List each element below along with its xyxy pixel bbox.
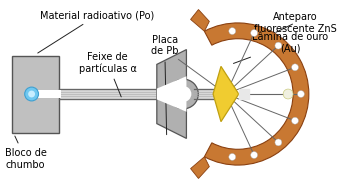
Circle shape [28,91,35,98]
Polygon shape [191,157,209,178]
Text: Material radioativo (Po): Material radioativo (Po) [38,10,155,53]
Wedge shape [204,23,309,165]
Text: Bloco de
chumbo: Bloco de chumbo [5,136,47,170]
Circle shape [229,28,236,35]
Polygon shape [157,76,187,112]
Polygon shape [191,9,209,31]
Circle shape [251,29,258,36]
Text: Anteparo
fluorescente ZnS: Anteparo fluorescente ZnS [254,12,336,34]
Circle shape [275,139,282,146]
Circle shape [25,87,38,101]
Circle shape [176,86,191,102]
Polygon shape [213,66,239,122]
Bar [38,90,62,98]
Circle shape [275,42,282,49]
Circle shape [229,153,236,160]
Bar [12,56,59,132]
Polygon shape [157,50,187,138]
Circle shape [169,79,198,109]
Circle shape [292,64,299,71]
Circle shape [292,117,299,124]
Circle shape [298,91,304,98]
Text: Placa
de Pb: Placa de Pb [151,35,178,135]
Text: Lâmina de ouro
(Au): Lâmina de ouro (Au) [233,32,328,64]
Text: Feixe de
partículas α: Feixe de partículas α [78,52,136,97]
Circle shape [283,89,293,99]
Circle shape [251,152,258,159]
